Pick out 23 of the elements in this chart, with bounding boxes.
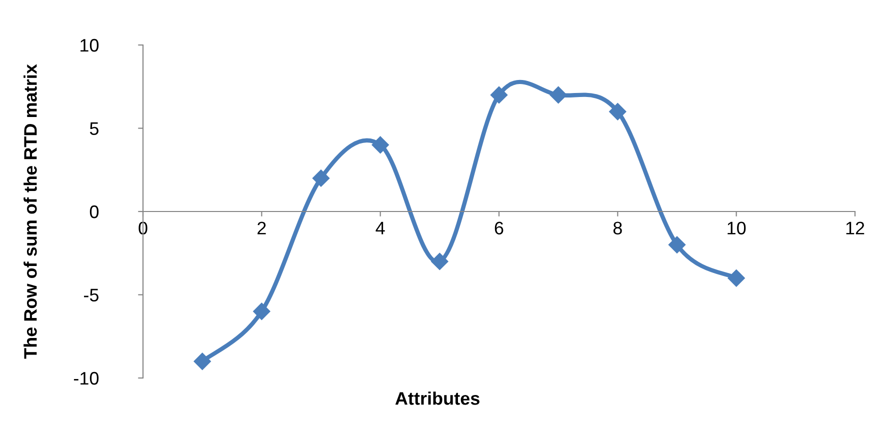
y-tick-label: -10	[74, 372, 99, 385]
point	[431, 252, 448, 270]
point	[728, 270, 745, 287]
y-tick-label: 10	[80, 38, 99, 52]
point	[550, 86, 567, 104]
x-tick-label: 12	[846, 222, 864, 234]
y-axis-title: The Row of sum of the RTD matrix	[24, 64, 37, 359]
point	[312, 170, 330, 187]
point	[194, 352, 211, 370]
x-tick-label: 10	[728, 222, 746, 234]
x-axis-title: Attributes	[395, 392, 480, 405]
point	[609, 103, 626, 120]
point	[668, 236, 686, 254]
point	[372, 136, 389, 154]
x-tick-label: 6	[494, 222, 504, 234]
y-tick-label: 5	[90, 122, 98, 135]
point	[253, 302, 270, 320]
y-tick-label: -5	[84, 288, 98, 302]
y-tick-label: 0	[90, 205, 99, 218]
x-tick-label: 4	[376, 222, 385, 234]
x-tick-label: 8	[613, 222, 622, 234]
x-tick-label: 2	[258, 222, 266, 234]
point	[490, 86, 508, 104]
